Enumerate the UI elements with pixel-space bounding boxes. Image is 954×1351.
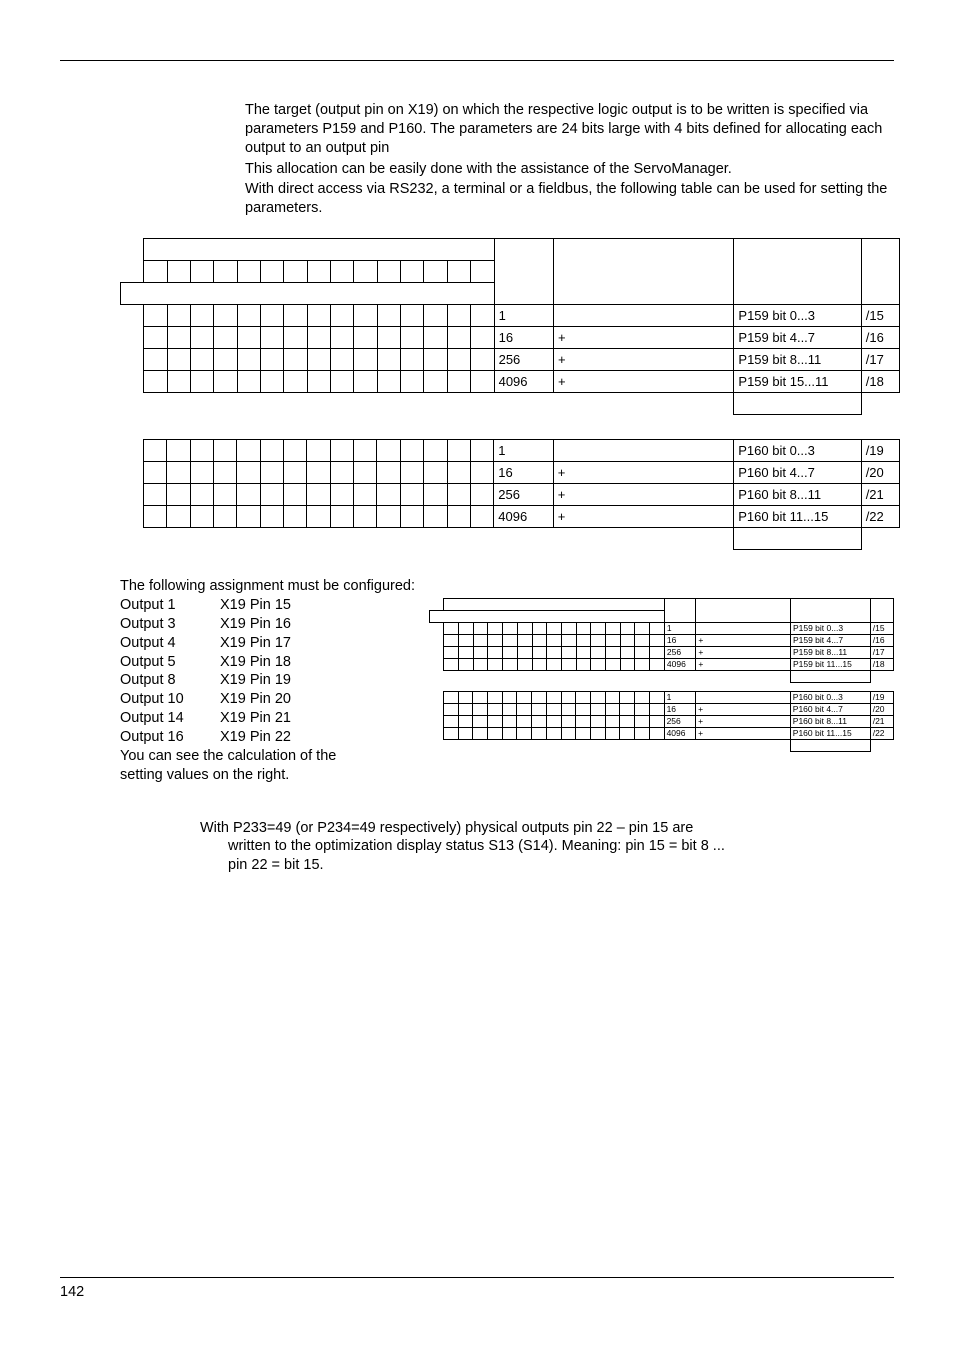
page-number: 142 (60, 1277, 894, 1300)
mb-r0-pin: /19 (870, 692, 893, 704)
ta-r1-op: + (554, 327, 734, 349)
mb-r1-pin: /20 (870, 704, 893, 716)
ta-r2-op: + (554, 349, 734, 371)
ma-r1-reg: P159 bit 4...7 (790, 635, 870, 647)
ta-r2-reg: P159 bit 8...11 (734, 349, 861, 371)
out-5-label: Output 10 (120, 690, 220, 709)
mb-r0-op (696, 692, 791, 704)
ta-r3-pin: /18 (861, 371, 899, 393)
ma-r2-v: 256 (664, 647, 696, 659)
out-0-label: Output 1 (120, 596, 220, 615)
mb-r3-op: + (696, 728, 791, 740)
ta-r0-pin: /15 (861, 305, 899, 327)
out-3-label: Output 5 (120, 653, 220, 672)
tb-r2-reg: P160 bit 8...11 (734, 484, 861, 506)
intro-p1: The target (output pin on X19) on which … (245, 101, 894, 158)
ta-r2-pin: /17 (861, 349, 899, 371)
ma-r2-op: + (696, 647, 791, 659)
tb-r0-reg: P160 bit 0...3 (734, 440, 861, 462)
tb-r0-pin: /19 (861, 440, 899, 462)
tb-r3-reg: P160 bit 11...15 (734, 506, 861, 528)
note-paragraph: With P233=49 (or P234=49 respectively) p… (200, 819, 894, 876)
ma-r3-op: + (696, 659, 791, 671)
ma-r0-v: 1 (664, 623, 696, 635)
tb-r1-pin: /20 (861, 462, 899, 484)
ta-r1-v: 16 (494, 327, 553, 349)
mb-r1-reg: P160 bit 4...7 (790, 704, 870, 716)
out-3-val: X19 Pin 18 (220, 653, 421, 672)
outputs-list: Output 1X19 Pin 15 Output 3X19 Pin 16 Ou… (120, 596, 421, 784)
outputs-tail-1: You can see the calculation of the (120, 747, 421, 766)
ta-r2-v: 256 (494, 349, 553, 371)
table-large-a: 1 P159 bit 0...3 /15 16 + P159 bit 4...7… (120, 238, 900, 415)
ma-r0-op (696, 623, 791, 635)
out-1-val: X19 Pin 16 (220, 615, 421, 634)
ta-r1-reg: P159 bit 4...7 (734, 327, 861, 349)
mb-r0-reg: P160 bit 0...3 (790, 692, 870, 704)
assign-heading: The following assignment must be configu… (120, 578, 894, 594)
tb-r0-v: 1 (494, 440, 553, 462)
ta-r0-op (554, 305, 734, 327)
out-2-val: X19 Pin 17 (220, 634, 421, 653)
tb-r1-reg: P160 bit 4...7 (734, 462, 861, 484)
out-4-val: X19 Pin 19 (220, 671, 421, 690)
out-0-val: X19 Pin 15 (220, 596, 421, 615)
mb-r3-v: 4096 (664, 728, 696, 740)
out-5-val: X19 Pin 20 (220, 690, 421, 709)
note-l1: With P233=49 (or P234=49 respectively) p… (200, 820, 693, 836)
out-7-label: Output 16 (120, 728, 220, 747)
mb-r3-reg: P160 bit 11...15 (790, 728, 870, 740)
mb-r0-v: 1 (664, 692, 696, 704)
mini-tables: 1 P159 bit 0...3 /15 16 + P159 bit 4...7… (429, 598, 894, 760)
ma-r2-pin: /17 (870, 647, 893, 659)
ma-r1-v: 16 (664, 635, 696, 647)
tb-r2-v: 256 (494, 484, 553, 506)
intro-paragraphs: The target (output pin on X19) on which … (245, 101, 894, 218)
out-2-label: Output 4 (120, 634, 220, 653)
ta-r3-reg: P159 bit 15...11 (734, 371, 861, 393)
intro-p2: This allocation can be easily done with … (245, 160, 894, 179)
note-l2: written to the optimization display stat… (200, 837, 894, 856)
mb-r2-reg: P160 bit 8...11 (790, 716, 870, 728)
intro-p3: With direct access via RS232, a terminal… (245, 180, 894, 218)
tb-r2-op: + (553, 484, 734, 506)
ta-r3-op: + (554, 371, 734, 393)
tb-r2-pin: /21 (861, 484, 899, 506)
tb-r1-op: + (553, 462, 734, 484)
ta-r0-reg: P159 bit 0...3 (734, 305, 861, 327)
ma-r3-pin: /18 (870, 659, 893, 671)
out-6-label: Output 14 (120, 709, 220, 728)
ma-r0-pin: /15 (870, 623, 893, 635)
tb-r3-pin: /22 (861, 506, 899, 528)
mb-r3-pin: /22 (870, 728, 893, 740)
out-4-label: Output 8 (120, 671, 220, 690)
outputs-tail-2: setting values on the right. (120, 766, 421, 785)
ma-r2-reg: P159 bit 8...11 (790, 647, 870, 659)
tb-r3-op: + (553, 506, 734, 528)
mb-r2-pin: /21 (870, 716, 893, 728)
mb-r1-v: 16 (664, 704, 696, 716)
tb-r1-v: 16 (494, 462, 553, 484)
mb-r2-op: + (696, 716, 791, 728)
out-6-val: X19 Pin 21 (220, 709, 421, 728)
out-1-label: Output 3 (120, 615, 220, 634)
table-large-b: 1 P160 bit 0...3 /19 16 + P160 bit 4...7… (120, 439, 900, 550)
ma-r3-v: 4096 (664, 659, 696, 671)
mb-r1-op: + (696, 704, 791, 716)
ta-r1-pin: /16 (861, 327, 899, 349)
mb-r2-v: 256 (664, 716, 696, 728)
note-l3: pin 22 = bit 15. (200, 856, 894, 875)
out-7-val: X19 Pin 22 (220, 728, 421, 747)
ma-r3-reg: P159 bit 11...15 (790, 659, 870, 671)
ta-r0-v: 1 (494, 305, 553, 327)
ta-r3-v: 4096 (494, 371, 553, 393)
ma-r1-pin: /16 (870, 635, 893, 647)
ma-r1-op: + (696, 635, 791, 647)
tb-r0-op (553, 440, 734, 462)
tb-r3-v: 4096 (494, 506, 553, 528)
ma-r0-reg: P159 bit 0...3 (790, 623, 870, 635)
